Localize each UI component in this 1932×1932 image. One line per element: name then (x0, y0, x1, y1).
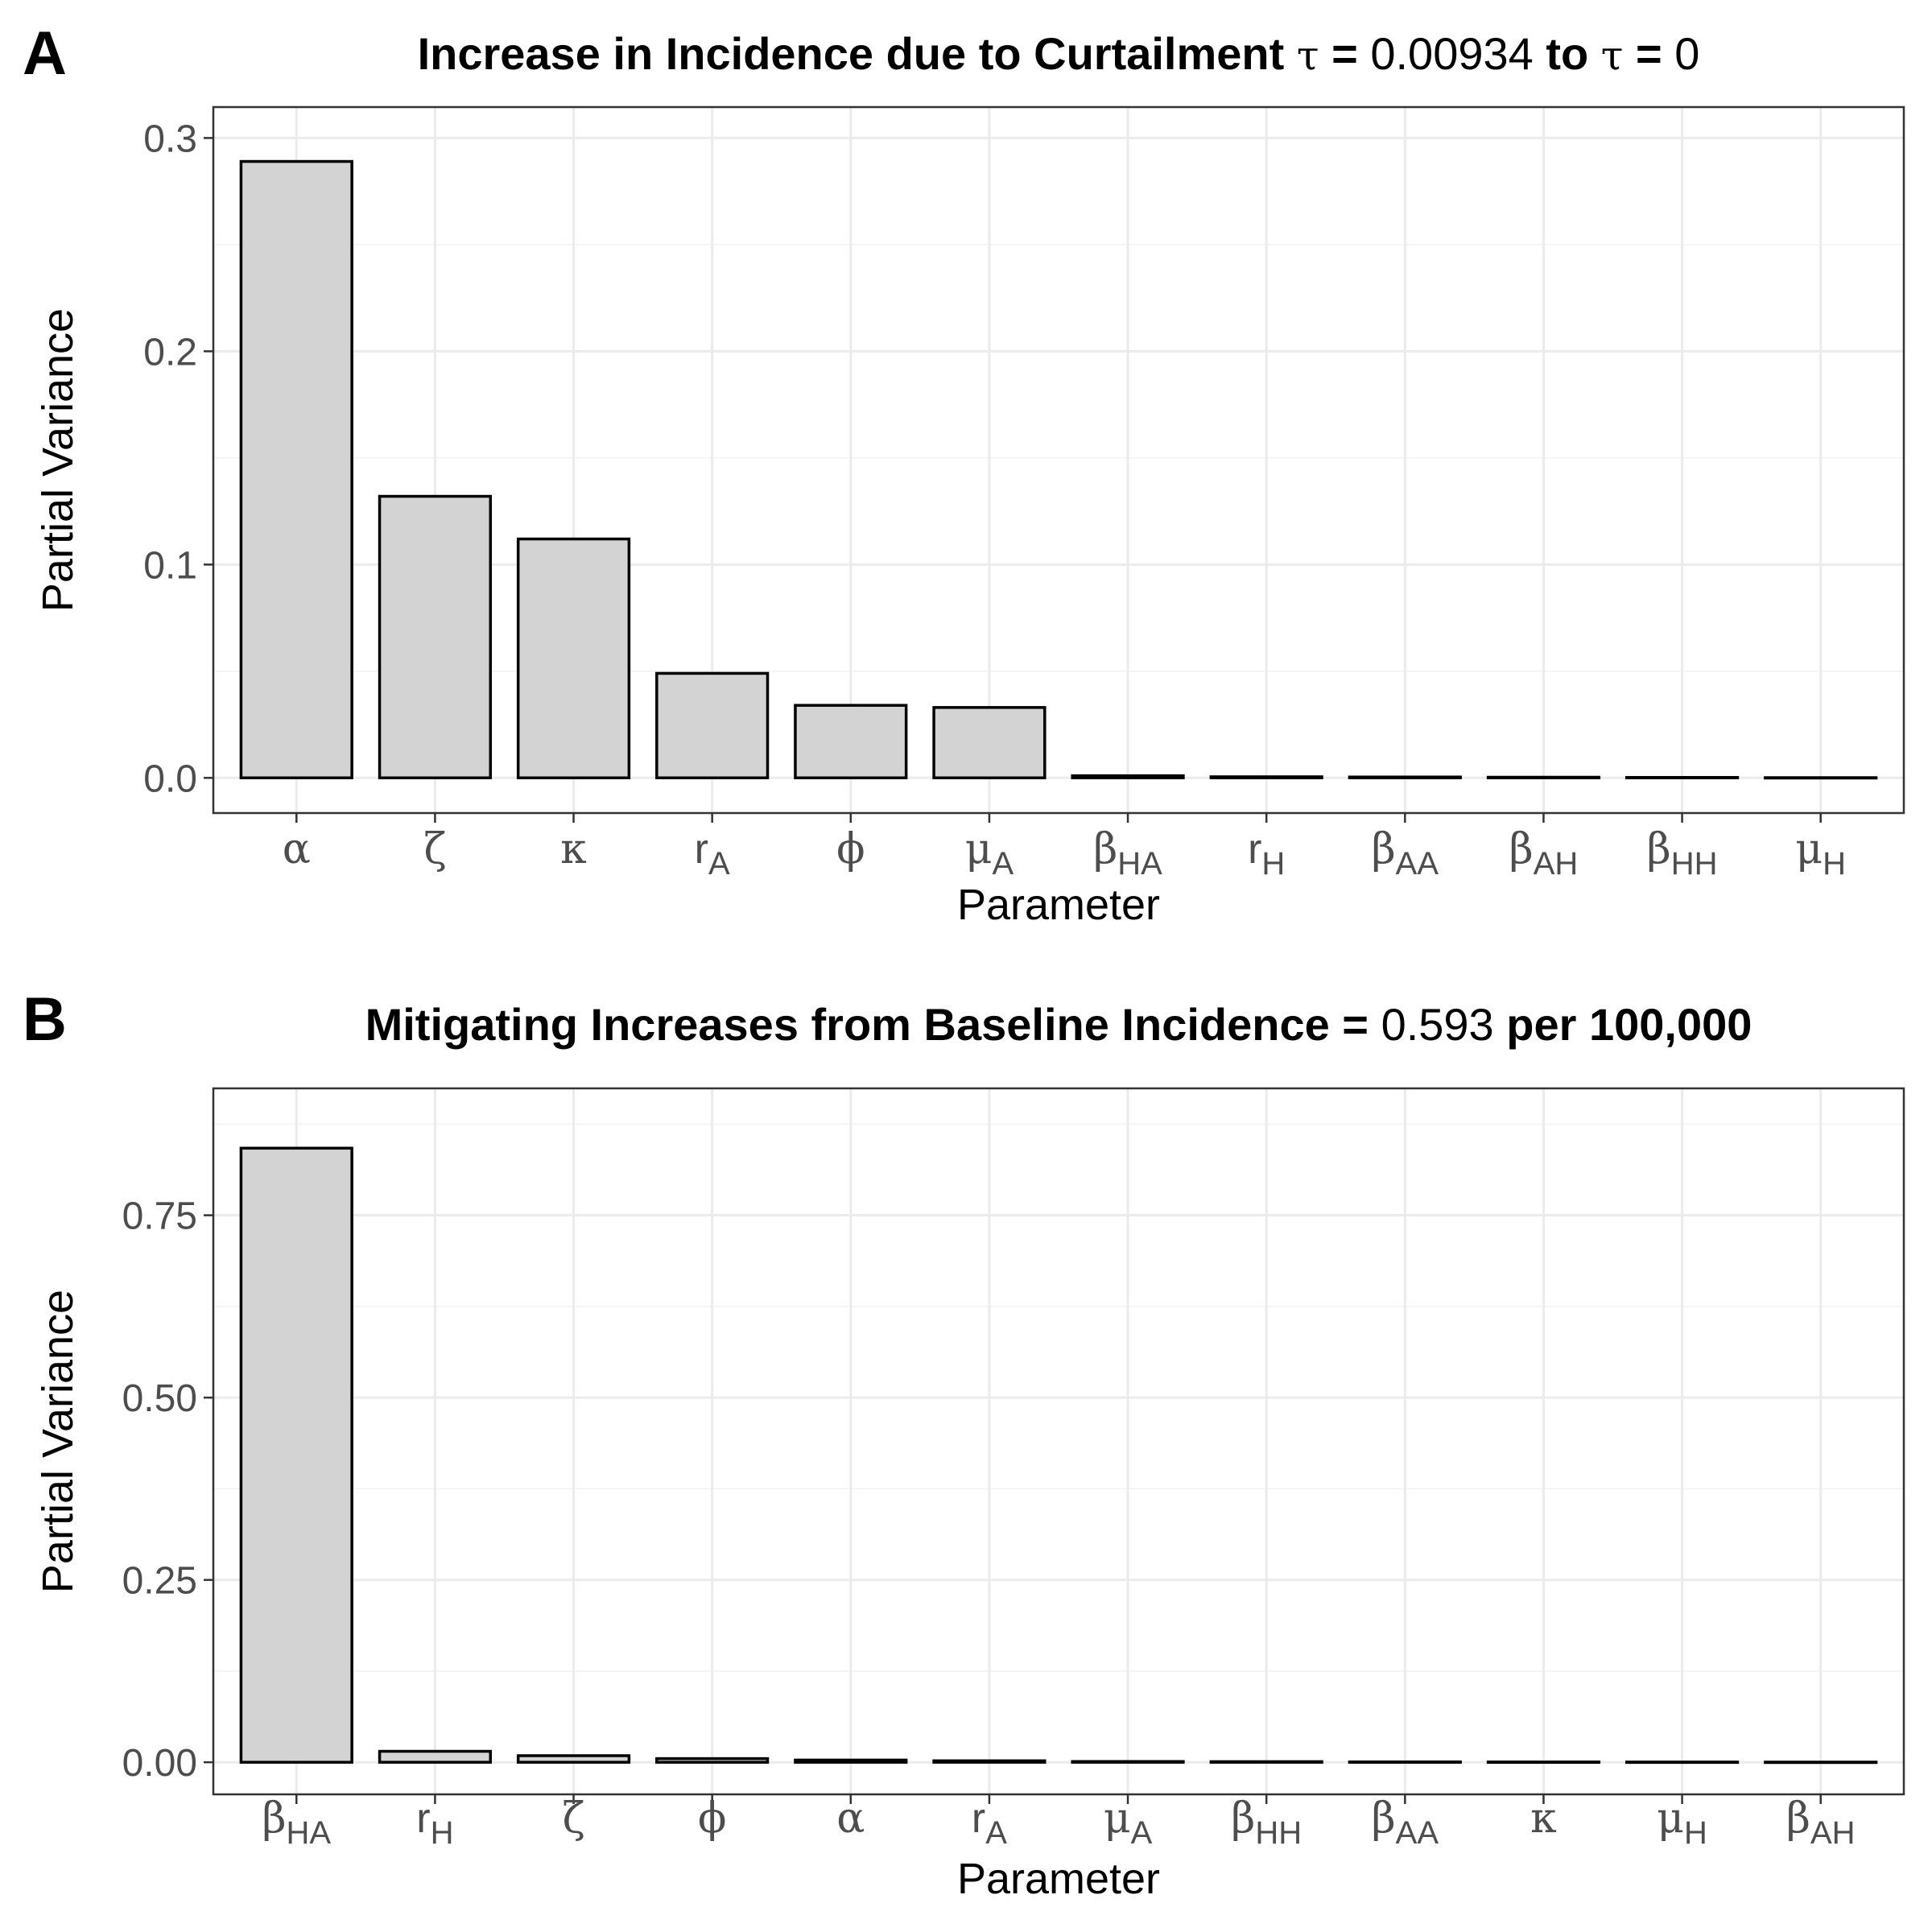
x-tick-label: βAA (1372, 825, 1439, 881)
y-tick-label: 0.25 (122, 1560, 197, 1603)
panel-letter: A (23, 19, 67, 88)
bar-rH (378, 1749, 493, 1764)
x-tick-label: βHA (1093, 825, 1162, 881)
x-tick-label: βHA (262, 1794, 331, 1851)
y-tick-label: 0.0 (143, 758, 197, 800)
panel-b: 0.00 0.25 0.50 0.75 βHA rH ζ ϕ α rA μA βHH βAA κ μH βAH… (23, 985, 1905, 1903)
bar-βAA (1348, 775, 1462, 780)
x-tick-label: α (283, 825, 311, 873)
panel-letter: B (23, 985, 67, 1054)
bar-μA (1071, 1760, 1185, 1764)
x-tick-label: μA (965, 825, 1014, 881)
bar-βHH (1209, 1760, 1323, 1764)
x-tick-label: ζ (562, 1794, 584, 1843)
y-tick-label: 0.3 (143, 118, 197, 160)
x-tick-label: rH (416, 1795, 453, 1851)
x-tick-label: βAH (1786, 1794, 1856, 1851)
bar-rA (655, 671, 770, 780)
chart-title: Increase in Incidence due to Curtailment… (418, 28, 1700, 79)
plot-background (213, 107, 1904, 813)
bar-μH (1624, 1761, 1740, 1765)
y-tick-label: 0.1 (143, 544, 197, 587)
bar-rA (932, 1759, 1046, 1764)
bar-μA (932, 706, 1046, 780)
bar-α (794, 1758, 908, 1764)
x-tick-label: rH (1248, 826, 1285, 881)
bar-βAA (1348, 1760, 1462, 1764)
y-tick-label: 0.2 (143, 331, 197, 374)
bar-α (239, 159, 353, 780)
y-tick-label: 0.50 (122, 1377, 197, 1420)
plot-background (213, 1088, 1904, 1794)
x-axis-title: Parameter (957, 1855, 1160, 1903)
x-tick-label: βHH (1647, 825, 1718, 881)
x-tick-label: βAH (1509, 825, 1579, 881)
x-tick-label: βAA (1372, 1794, 1439, 1851)
plot-frame (212, 105, 1905, 815)
chart-title: Mitigating Increases from Baseline Incid… (365, 999, 1752, 1050)
bar-ζ (516, 1754, 631, 1764)
y-axis-title: Partial Variance (34, 308, 82, 612)
x-tick-label: ϕ (836, 825, 865, 873)
x-tick-label: βHH (1231, 1794, 1302, 1851)
x-tick-label: μA (1104, 1794, 1153, 1851)
x-tick-label: κ (1530, 1794, 1557, 1843)
bar-βHA (239, 1146, 353, 1764)
bar-rH (1209, 775, 1323, 780)
y-tick-label: 0.75 (122, 1195, 197, 1238)
panel-a: 0.0 0.1 0.2 0.3 α ζ κ rA ϕ μA βHA rH βAA βAH βHH μH Para… (23, 19, 1905, 929)
x-tick-label: rA (972, 1795, 1007, 1851)
x-tick-label: ϕ (698, 1794, 726, 1843)
bar-βAH (1486, 775, 1601, 780)
x-tick-label: μH (1795, 825, 1846, 881)
x-tick-label: ζ (423, 825, 446, 873)
bar-ζ (378, 494, 493, 780)
x-tick-label: κ (560, 825, 587, 873)
bar-βAH (1764, 1761, 1878, 1765)
bar-κ (516, 537, 631, 780)
bar-ϕ (794, 704, 908, 780)
bar-βHA (1071, 774, 1185, 780)
x-tick-label: μH (1657, 1794, 1707, 1851)
bar-κ (1486, 1761, 1601, 1765)
y-axis-title: Partial Variance (34, 1290, 82, 1593)
x-tick-label: α (836, 1794, 865, 1843)
plot-frame (212, 1087, 1905, 1796)
x-tick-label: rA (695, 826, 730, 881)
bar-ϕ (655, 1757, 770, 1764)
y-tick-label: 0.00 (122, 1742, 197, 1785)
x-axis-title: Parameter (957, 881, 1160, 929)
